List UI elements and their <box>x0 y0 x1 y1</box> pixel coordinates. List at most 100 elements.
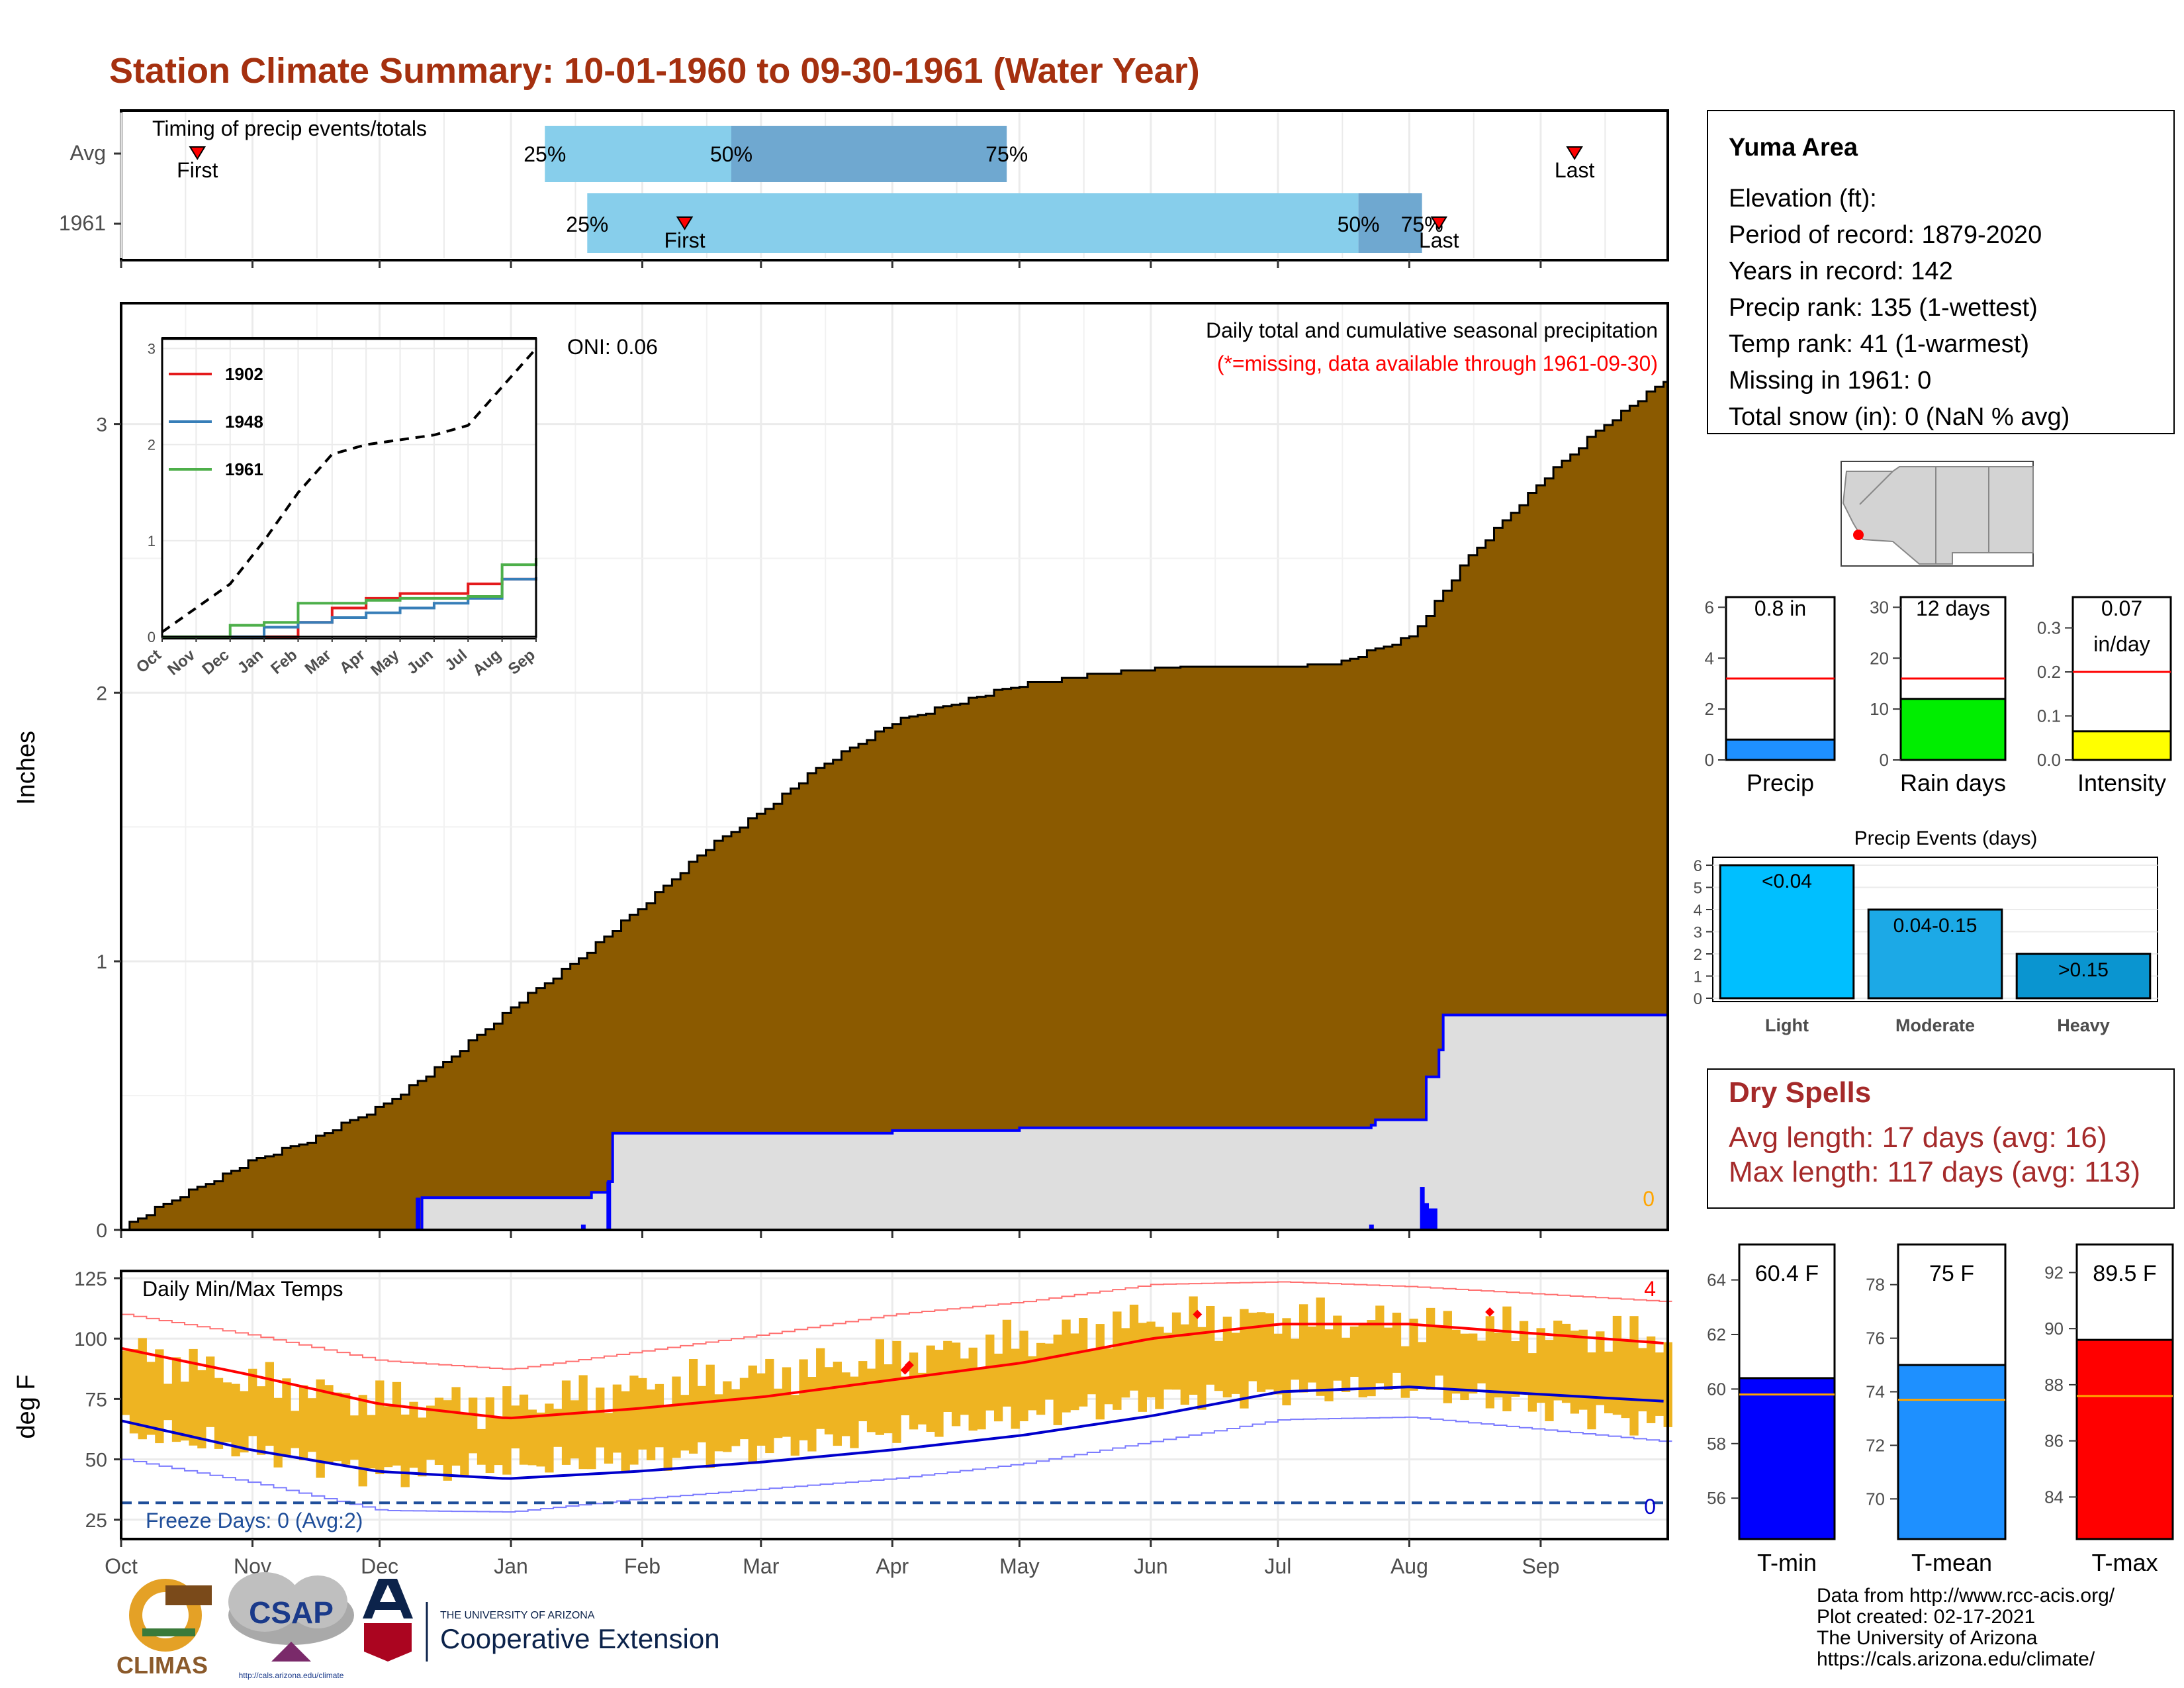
events-bar <box>1719 864 1855 1000</box>
daily-temp-bar <box>570 1400 579 1459</box>
temp-bar-label: T-min <box>1757 1549 1817 1576</box>
daily-temp-bar <box>680 1395 690 1451</box>
csap-logo: CSAP http://cals.arizona.edu/climate <box>228 1572 354 1680</box>
daily-temp-bar <box>756 1373 766 1446</box>
daily-temp-bar <box>774 1388 783 1438</box>
daily-temp-bar <box>1307 1326 1317 1383</box>
daily-temp-bar <box>1434 1326 1444 1376</box>
temp-bar-tick-label: 60 <box>1707 1379 1726 1399</box>
daily-temp-bar <box>341 1393 351 1465</box>
x-tick-label: Oct <box>105 1554 138 1578</box>
temp-bar-tick-label: 58 <box>1707 1434 1726 1454</box>
temp-bar-tick-label: 90 <box>2044 1319 2064 1338</box>
events-bar-label: >0.15 <box>2058 959 2109 981</box>
temp-bar-tick-label: 56 <box>1707 1488 1726 1508</box>
daily-temp-bar <box>1129 1304 1139 1391</box>
daily-temp-bar <box>163 1383 173 1421</box>
mini-bar-tick-label: 30 <box>1870 597 1889 617</box>
daily-temp-bar <box>1621 1340 1630 1419</box>
daily-temp-bar <box>1222 1317 1232 1397</box>
daily-temp-bar <box>1587 1352 1596 1430</box>
daily-temp-bar <box>1138 1323 1147 1412</box>
daily-temp-bar <box>1392 1313 1402 1373</box>
temp-bar-tick-label: 88 <box>2044 1375 2064 1395</box>
daily-temp-bar <box>1019 1331 1028 1421</box>
daily-temp-bar <box>604 1413 614 1464</box>
mini-bar-intensity: 0.0 0.1 0.2 0.3 0.07 in/day Intensity <box>2037 596 2172 796</box>
daily-temp-bar <box>1062 1319 1071 1413</box>
dry-spells-max: Max length: 117 days (avg: 113) <box>1729 1156 2140 1188</box>
footer-credits: Data from http://www.rcc-acis.org/ Plot … <box>1817 1585 2115 1670</box>
daily-temp-bar <box>367 1415 376 1469</box>
daily-temp-bar <box>1519 1321 1529 1393</box>
daily-temp-bar <box>392 1382 402 1466</box>
daily-temp-bar <box>256 1386 266 1455</box>
cumulative-1961-line <box>121 1013 1668 1231</box>
daily-temp-bar <box>443 1400 452 1481</box>
timing-bar-q50-q75 <box>1358 193 1422 253</box>
station-name: Yuma Area <box>1729 134 1858 162</box>
daily-temp-bar <box>1171 1312 1181 1390</box>
daily-temp-bar <box>375 1380 385 1475</box>
daily-precip-bar <box>1424 1203 1430 1230</box>
timing-q50-label: 50% <box>1338 212 1380 236</box>
climas-logo: CLIMAS <box>116 1579 212 1679</box>
daily-temp-bar <box>129 1349 139 1434</box>
daily-temp-bar <box>511 1405 520 1449</box>
timing-first-marker <box>676 216 694 230</box>
daily-temp-bar <box>1197 1327 1206 1410</box>
daily-temp-bar <box>1028 1356 1037 1411</box>
mini-bar-label: Rain days <box>1900 769 2006 796</box>
events-y-tick-label: 4 <box>1694 902 1702 919</box>
timing-bar-q25-q50 <box>545 126 731 182</box>
daily-temp-bar <box>502 1386 512 1475</box>
avg-max-line <box>120 1323 1664 1420</box>
daily-temp-bar <box>1053 1335 1062 1425</box>
dry-spells-box: Dry Spells Avg length: 17 days (avg: 16)… <box>1707 1068 2175 1209</box>
y-tick-label: 2 <box>96 682 107 704</box>
mini-bar-tick-label: 20 <box>1870 648 1889 668</box>
daily-temp-bar <box>1273 1333 1283 1395</box>
daily-temp-bar <box>638 1378 647 1450</box>
daily-temp-bar <box>748 1365 757 1464</box>
events-bar <box>1867 908 2003 1000</box>
temp-bar-tick-label: 84 <box>2044 1487 2064 1507</box>
mini-bar-value-text: 0.07 <box>2101 596 2142 620</box>
daily-precip-bar <box>1428 1208 1433 1230</box>
daily-temp-bar <box>596 1387 605 1448</box>
daily-temp-bar <box>655 1383 664 1448</box>
daily-temp-bar <box>901 1376 910 1416</box>
daily-temp-bar <box>1375 1305 1385 1383</box>
daily-temp-bar <box>1113 1311 1122 1410</box>
daily-temp-bar <box>1079 1318 1088 1407</box>
daily-temp-bar <box>1087 1349 1097 1395</box>
x-tick-label: Mar <box>743 1554 779 1578</box>
temp-bar-label: T-max <box>2091 1549 2158 1576</box>
daily-temp-bar <box>1349 1326 1359 1377</box>
daily-temp-bar <box>875 1339 884 1435</box>
daily-temp-bar <box>1485 1316 1494 1409</box>
daily-temp-bar <box>1231 1333 1240 1394</box>
daily-temp-bar <box>1451 1329 1461 1394</box>
daily-temp-bar <box>1502 1306 1512 1411</box>
temperature-summary-bars: 56 58 60 62 64 60.4 F T-min 70 72 74 76 78 75 F T-mea… <box>1707 1243 2174 1576</box>
station-location-marker <box>1853 530 1864 540</box>
daily-temp-bar <box>951 1342 961 1427</box>
daily-temp-bar <box>1561 1323 1571 1403</box>
mini-bar-tick-label: 0 <box>1880 750 1889 770</box>
daily-temp-bar <box>790 1395 799 1456</box>
temp-bar-t-mean: 70 72 74 76 78 75 F T-mean <box>1866 1243 2007 1576</box>
daily-temp-bar <box>1333 1315 1342 1381</box>
inset-y-tick-label: 2 <box>148 437 156 453</box>
events-y-tick-label: 6 <box>1694 857 1702 875</box>
events-title: Precip Events (days) <box>1854 827 2038 849</box>
daily-temp-bar <box>1070 1333 1079 1411</box>
events-category-label: Moderate <box>1895 1015 1975 1035</box>
daily-temp-bar <box>824 1367 834 1434</box>
footer-line: The University of Arizona <box>1817 1627 2038 1649</box>
station-line: Precip rank: 135 (1-wettest) <box>1729 294 2038 322</box>
temp-bar-t-max: 84 86 88 90 92 89.5 F T-max <box>2044 1243 2174 1576</box>
daily-temp-bar <box>968 1347 978 1431</box>
x-tick-label: Feb <box>624 1554 660 1578</box>
daily-precip-bar <box>606 1181 612 1230</box>
